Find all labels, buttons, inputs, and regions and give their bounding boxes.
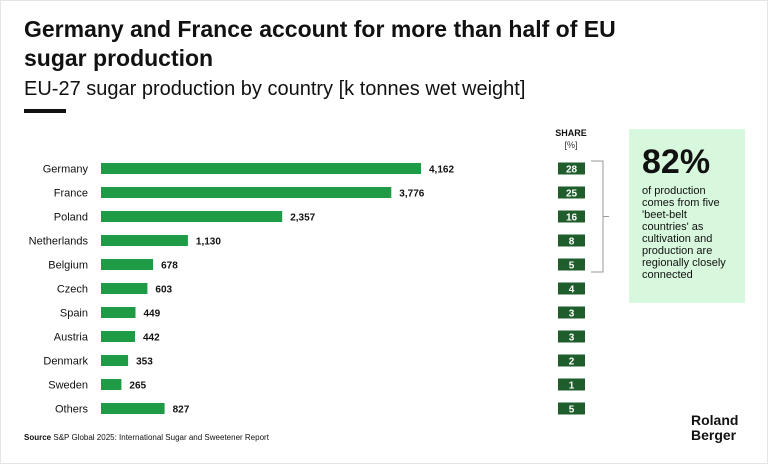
source-note: Source S&P Global 2025: International Su… bbox=[24, 433, 269, 443]
share-value-france: 25 bbox=[566, 189, 578, 200]
share-badge-denmark bbox=[558, 354, 585, 367]
value-label-netherlands: 1,130 bbox=[196, 237, 221, 248]
bar-denmark bbox=[101, 355, 129, 366]
bar-spain bbox=[101, 307, 136, 318]
share-value-sweden: 1 bbox=[569, 381, 575, 392]
share-badge-others bbox=[558, 402, 585, 415]
bar-others bbox=[101, 403, 165, 414]
chart-subtitle: EU-27 sugar production by country [k ton… bbox=[24, 78, 526, 100]
title-underline bbox=[24, 109, 66, 113]
share-badge-belgium bbox=[558, 258, 585, 271]
share-badge-germany bbox=[558, 162, 585, 175]
share-value-austria: 3 bbox=[569, 333, 575, 344]
bar-france bbox=[101, 187, 392, 198]
category-label-germany: Germany bbox=[43, 164, 89, 176]
callout-text: of production comes from five 'beet-belt… bbox=[642, 185, 726, 281]
category-label-denmark: Denmark bbox=[43, 356, 88, 368]
category-label-netherlands: Netherlands bbox=[29, 236, 89, 248]
value-label-france: 3,776 bbox=[399, 189, 424, 200]
value-label-sweden: 265 bbox=[129, 381, 146, 392]
share-value-denmark: 2 bbox=[569, 357, 575, 368]
bar-austria bbox=[101, 331, 135, 342]
share-badge-czech bbox=[558, 282, 585, 295]
share-column-unit: [%] bbox=[564, 140, 578, 150]
share-value-others: 5 bbox=[569, 405, 575, 416]
share-value-spain: 3 bbox=[569, 309, 575, 320]
source-text: S&P Global 2025: International Sugar and… bbox=[53, 433, 269, 442]
category-label-france: France bbox=[54, 188, 88, 200]
value-label-poland: 2,357 bbox=[290, 213, 315, 224]
share-value-germany: 28 bbox=[566, 165, 578, 176]
share-badge-netherlands bbox=[558, 234, 585, 247]
value-label-denmark: 353 bbox=[136, 357, 153, 368]
bar-germany bbox=[101, 163, 421, 174]
share-badge-austria bbox=[558, 330, 585, 343]
category-label-belgium: Belgium bbox=[48, 260, 88, 272]
value-label-belgium: 678 bbox=[161, 261, 178, 272]
source-label: Source bbox=[24, 433, 52, 442]
share-badge-spain bbox=[558, 306, 585, 319]
category-label-others: Others bbox=[55, 404, 89, 416]
share-badge-france bbox=[558, 186, 585, 199]
beet-belt-bracket bbox=[591, 160, 609, 273]
bar-sweden bbox=[101, 379, 122, 390]
callout-value: 82% bbox=[642, 143, 711, 181]
category-label-sweden: Sweden bbox=[48, 380, 88, 392]
logo-line-2: Berger bbox=[691, 427, 737, 443]
category-label-poland: Poland bbox=[54, 212, 88, 224]
share-value-czech: 4 bbox=[569, 285, 575, 296]
share-value-belgium: 5 bbox=[569, 261, 575, 272]
value-label-spain: 449 bbox=[144, 309, 161, 320]
bar-netherlands bbox=[101, 235, 188, 246]
roland-berger-logo: Roland Berger bbox=[691, 413, 738, 443]
share-value-poland: 16 bbox=[566, 213, 578, 224]
value-label-austria: 442 bbox=[143, 333, 160, 344]
share-badge-sweden bbox=[558, 378, 585, 391]
logo-line-1: Roland bbox=[691, 412, 739, 428]
value-label-others: 827 bbox=[173, 405, 190, 416]
bar-poland bbox=[101, 211, 283, 222]
callout-box: 82% of production comes from five 'beet-… bbox=[629, 129, 745, 303]
chart-title: Germany and France account for more than… bbox=[24, 16, 616, 71]
category-label-czech: Czech bbox=[57, 284, 88, 296]
value-label-czech: 603 bbox=[155, 285, 172, 296]
share-column-heading: SHARE bbox=[555, 128, 587, 138]
category-label-austria: Austria bbox=[54, 332, 89, 344]
share-value-netherlands: 8 bbox=[569, 237, 575, 248]
share-badge-poland bbox=[558, 210, 585, 223]
bar-czech bbox=[101, 283, 148, 294]
value-label-germany: 4,162 bbox=[429, 165, 454, 176]
bar-belgium bbox=[101, 259, 154, 270]
category-label-spain: Spain bbox=[60, 308, 88, 320]
